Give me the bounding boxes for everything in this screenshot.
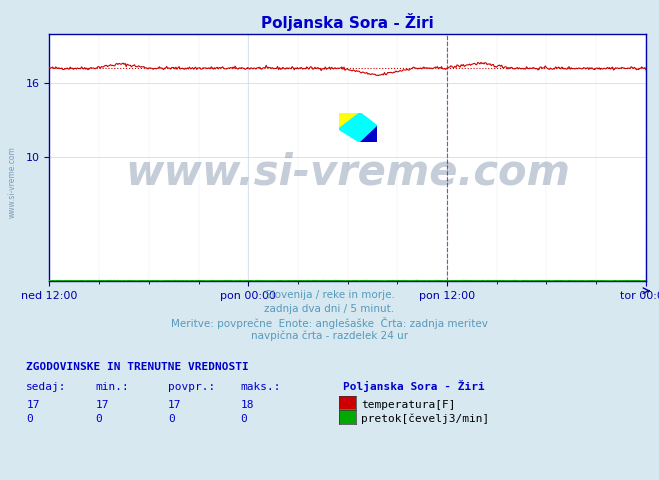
Text: 17: 17 xyxy=(168,400,181,410)
Text: pretok[čevelj3/min]: pretok[čevelj3/min] xyxy=(361,414,490,424)
Text: 17: 17 xyxy=(26,400,40,410)
Text: 18: 18 xyxy=(241,400,254,410)
Polygon shape xyxy=(339,113,378,143)
Text: maks.:: maks.: xyxy=(241,382,281,392)
Text: Poljanska Sora - Žiri: Poljanska Sora - Žiri xyxy=(343,380,484,392)
Text: sedaj:: sedaj: xyxy=(26,382,67,392)
Text: 17: 17 xyxy=(96,400,109,410)
Text: temperatura[F]: temperatura[F] xyxy=(361,400,455,410)
Text: zadnja dva dni / 5 minut.: zadnja dva dni / 5 minut. xyxy=(264,304,395,314)
Text: Slovenija / reke in morje.: Slovenija / reke in morje. xyxy=(264,290,395,300)
Text: www.si-vreme.com: www.si-vreme.com xyxy=(8,146,17,218)
Text: min.:: min.: xyxy=(96,382,129,392)
Text: povpr.:: povpr.: xyxy=(168,382,215,392)
Text: ZGODOVINSKE IN TRENUTNE VREDNOSTI: ZGODOVINSKE IN TRENUTNE VREDNOSTI xyxy=(26,361,249,372)
Polygon shape xyxy=(339,113,360,129)
Text: 0: 0 xyxy=(96,414,102,424)
Text: www.si-vreme.com: www.si-vreme.com xyxy=(125,151,570,193)
Text: navpična črta - razdelek 24 ur: navpična črta - razdelek 24 ur xyxy=(251,331,408,341)
Text: 0: 0 xyxy=(168,414,175,424)
Title: Poljanska Sora - Žiri: Poljanska Sora - Žiri xyxy=(261,13,434,31)
Polygon shape xyxy=(360,126,378,143)
Text: Meritve: povprečne  Enote: anglešaške  Črta: zadnja meritev: Meritve: povprečne Enote: anglešaške Črt… xyxy=(171,317,488,329)
Text: 0: 0 xyxy=(26,414,33,424)
Text: 0: 0 xyxy=(241,414,247,424)
